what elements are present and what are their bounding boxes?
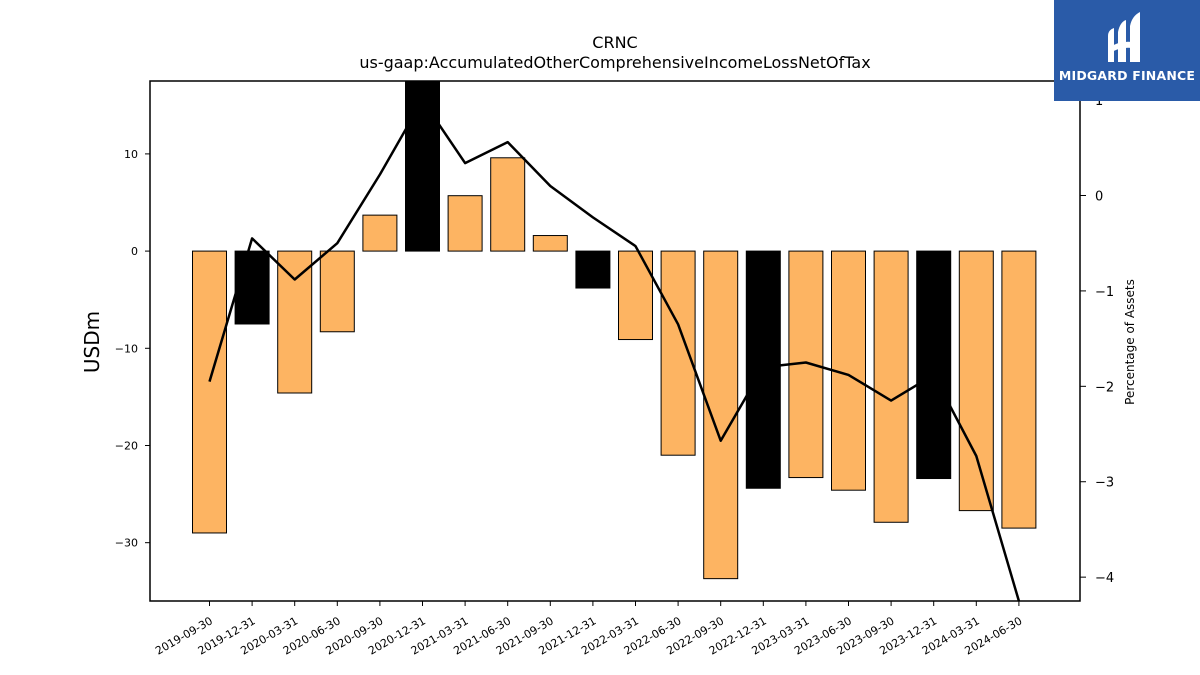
logo-text: MIDGARD FINANCE [1058, 68, 1196, 83]
y-tick-label: −10 [115, 342, 138, 355]
y2-axis-label: Percentage of Assets [1123, 279, 1137, 405]
bar-2020-12-31 [405, 80, 440, 252]
y2-tick-label: −3 [1095, 476, 1114, 491]
y2-tick-label: −1 [1095, 285, 1114, 300]
bar-2020-03-31 [277, 250, 313, 394]
bar-2024-06-30 [1001, 250, 1037, 529]
midgard-logo-icon [1108, 12, 1140, 62]
y-tick-label: 10 [124, 148, 138, 161]
y2-tick-label: 0 [1095, 189, 1103, 204]
bar-2022-03-31 [618, 250, 653, 341]
bar-2021-09-30 [532, 235, 568, 252]
bar-2023-09-30 [873, 250, 909, 523]
bar-2019-12-31 [234, 250, 270, 325]
bar-2020-06-30 [319, 250, 355, 333]
pct-assets-line [208, 98, 1021, 602]
bar-2021-06-30 [490, 157, 526, 252]
bar-2021-03-31 [447, 195, 483, 252]
y-tick-label: 0 [131, 245, 138, 258]
y-tick-label: −30 [115, 537, 138, 550]
line-group [208, 98, 1021, 602]
y2-tick-label: −4 [1095, 571, 1114, 586]
bar-2024-03-31 [958, 250, 994, 512]
bar-2022-06-30 [660, 250, 696, 456]
chart-subtitle: us-gaap:AccumulatedOtherComprehensiveInc… [359, 53, 870, 72]
chart-title: CRNC [592, 33, 637, 52]
y-axis-label: USDm [80, 311, 104, 373]
bar-2022-09-30 [703, 250, 739, 580]
plot-frame [149, 80, 1081, 602]
bar-2019-09-30 [192, 250, 227, 534]
bars-group [192, 80, 1037, 580]
bar-2021-12-31 [575, 250, 611, 289]
logo: MIDGARD FINANCE [1054, 0, 1200, 101]
y2-tick-label: 1 [1095, 94, 1103, 109]
y2-tick-label: −2 [1095, 380, 1114, 395]
bar-2020-09-30 [362, 214, 398, 252]
y-tick-label: −20 [115, 439, 138, 452]
bar-2023-12-31 [916, 250, 952, 480]
